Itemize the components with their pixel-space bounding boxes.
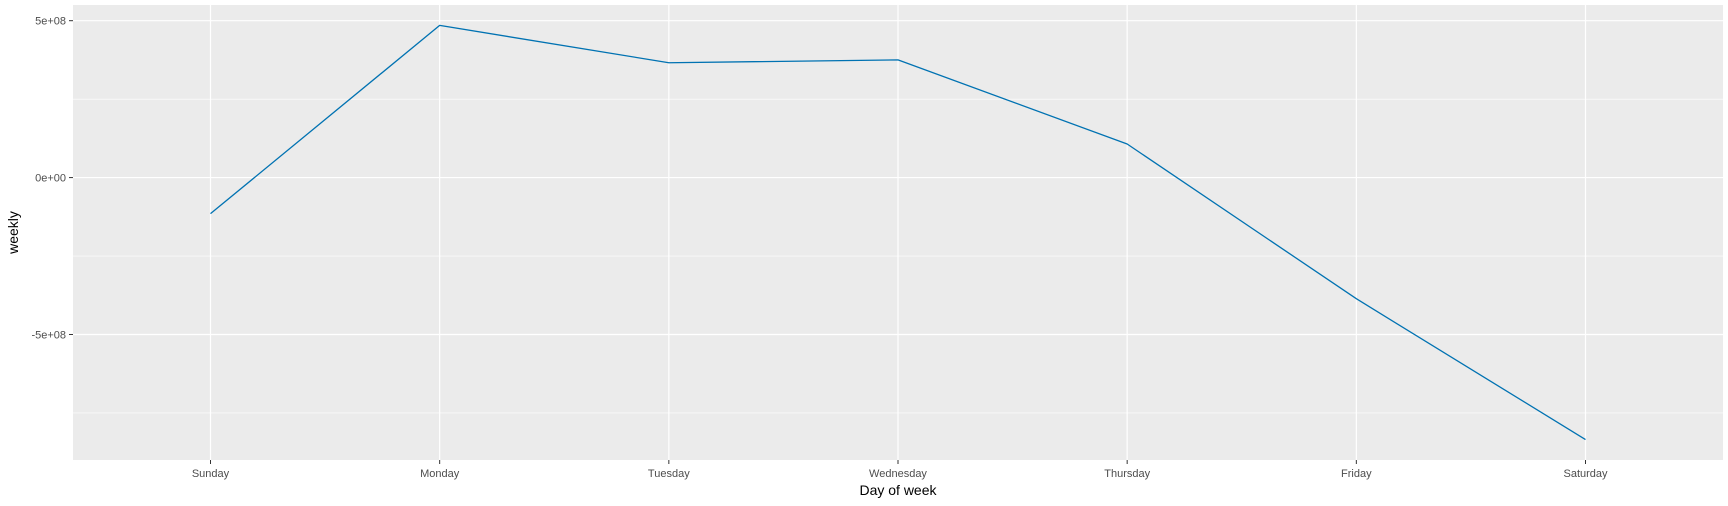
y-tick-label: -5e+08 bbox=[31, 329, 66, 341]
x-tick-label: Wednesday bbox=[869, 468, 927, 480]
major-gridlines bbox=[73, 5, 1723, 460]
y-axis-title: weekly bbox=[5, 211, 21, 255]
series-layer bbox=[210, 24, 1586, 441]
x-axis-title: Day of week bbox=[859, 482, 937, 498]
x-tick-label: Tuesday bbox=[648, 468, 690, 480]
x-tick-label: Monday bbox=[420, 468, 460, 480]
y-tick-label: 0e+00 bbox=[35, 173, 66, 185]
y-axis-ticks: -5e+08 0e+00 5e+08 bbox=[31, 16, 73, 341]
x-tick-label: Friday bbox=[1341, 468, 1372, 480]
y-tick-label: 5e+08 bbox=[35, 16, 66, 28]
x-tick-label: Saturday bbox=[1563, 468, 1608, 480]
series-line bbox=[210, 24, 1586, 441]
x-tick-label: Thursday bbox=[1104, 468, 1150, 480]
x-axis-ticks: Sunday Monday Tuesday Wednesday Thursday Frid… bbox=[192, 460, 1608, 480]
x-tick-label: Sunday bbox=[192, 468, 230, 480]
